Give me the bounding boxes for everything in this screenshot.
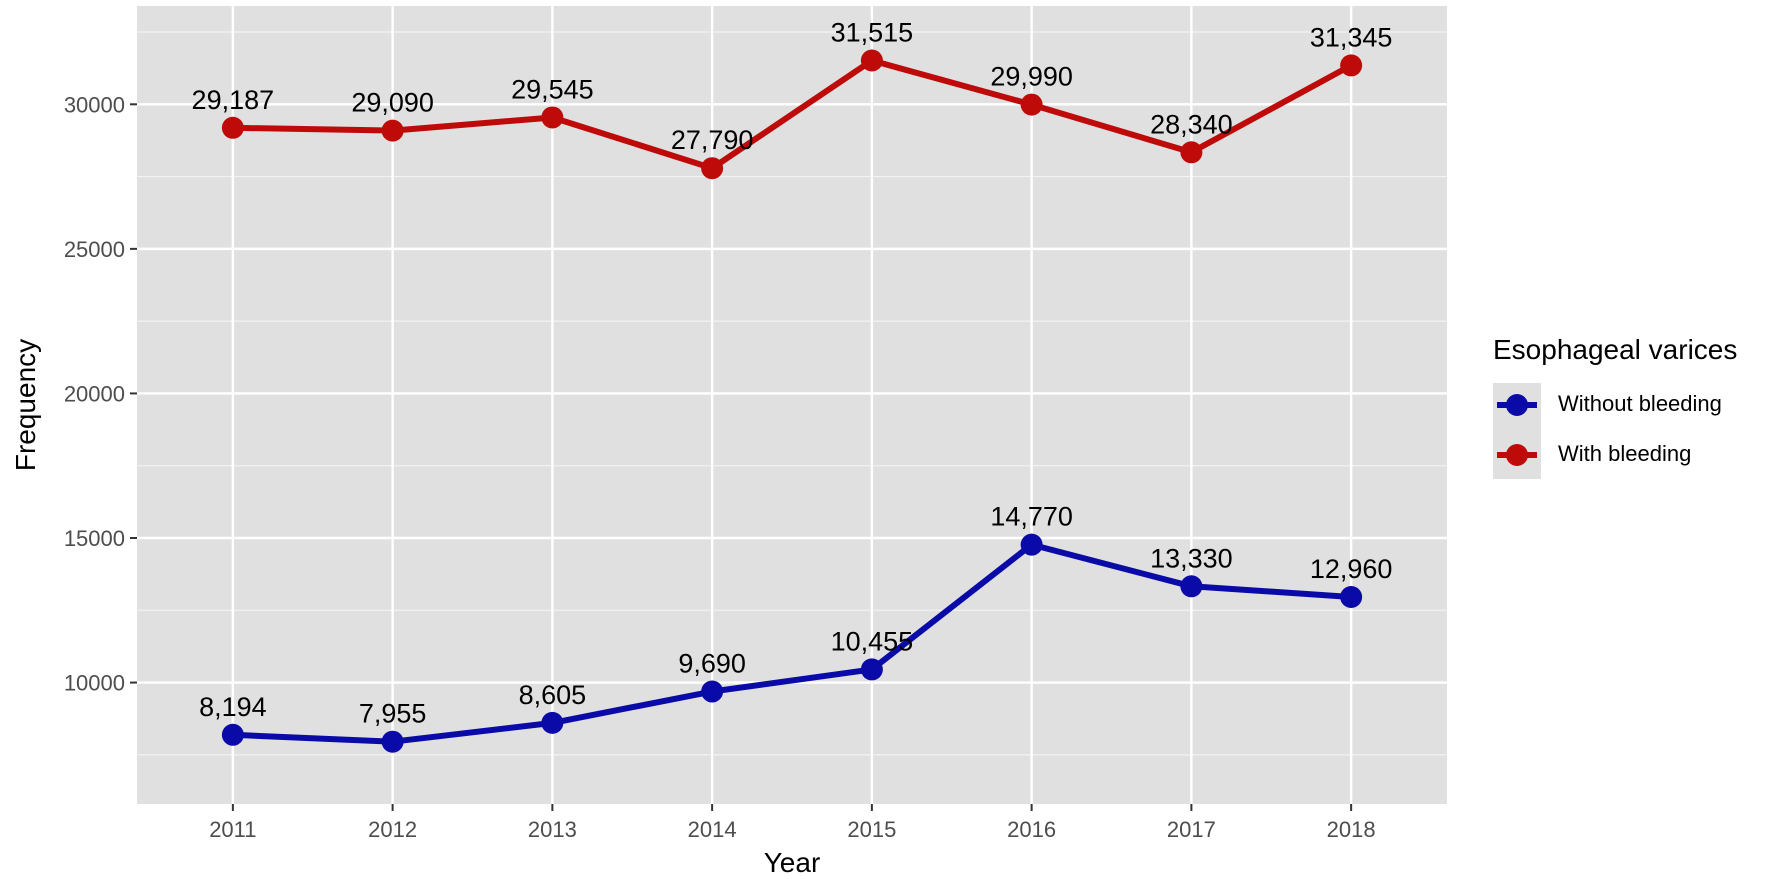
data-label-with-bleeding: 29,187	[192, 85, 275, 115]
y-tick-label: 10000	[64, 671, 125, 696]
data-label-without-bleeding: 13,330	[1150, 543, 1233, 573]
data-label-without-bleeding: 8,194	[199, 692, 267, 722]
data-label-without-bleeding: 12,960	[1310, 554, 1393, 584]
series-line-with-bleeding	[232, 57, 1353, 172]
data-label-without-bleeding: 9,690	[678, 649, 746, 679]
legend-label-with-bleeding: With bleeding	[1558, 441, 1691, 466]
data-point-with-bleeding	[221, 116, 244, 139]
legend-key-point-without-bleeding	[1506, 394, 1528, 416]
data-label-with-bleeding: 29,545	[511, 74, 594, 104]
legend: Esophageal varices Without bleeding With…	[1493, 334, 1737, 479]
data-label-without-bleeding: 7,955	[359, 699, 427, 729]
data-point-without-bleeding	[1340, 585, 1363, 608]
data-label-without-bleeding: 14,770	[990, 502, 1073, 532]
data-labels: 8,194 7,955 8,605 9,690 10,455 14,770 13,330 12…	[192, 18, 1393, 729]
data-label-with-bleeding: 27,790	[671, 125, 754, 155]
y-axis-title: Frequency	[10, 339, 41, 471]
data-label-with-bleeding: 29,990	[990, 62, 1073, 92]
x-axis: 2011 2012 2013 2014 2015 2016 2017 2018	[209, 804, 1376, 842]
data-point-without-bleeding	[1180, 575, 1203, 598]
data-label-with-bleeding: 28,340	[1150, 109, 1233, 139]
x-tick-label: 2011	[209, 817, 256, 842]
x-tick-label: 2016	[1007, 817, 1056, 842]
data-point-with-bleeding	[701, 157, 724, 180]
x-tick-label: 2015	[847, 817, 896, 842]
series-line-without-bleeding	[232, 541, 1352, 745]
plot-panel	[137, 6, 1447, 804]
data-point-with-bleeding	[1020, 93, 1043, 116]
data-point-with-bleeding	[860, 49, 883, 72]
data-point-without-bleeding	[1020, 533, 1043, 556]
x-tick-label: 2017	[1167, 817, 1216, 842]
data-point-with-bleeding	[1180, 141, 1203, 164]
data-label-with-bleeding: 31,515	[831, 18, 914, 48]
x-tick-label: 2014	[688, 817, 737, 842]
data-point-without-bleeding	[381, 730, 404, 753]
legend-keys	[1497, 394, 1537, 466]
y-tick-label: 25000	[64, 237, 125, 262]
y-axis: 10000 15000 20000 25000 30000	[64, 92, 137, 696]
data-point-with-bleeding	[541, 106, 564, 129]
y-tick-label: 20000	[64, 381, 125, 406]
series-layer	[221, 49, 1363, 753]
y-tick-label: 15000	[64, 526, 125, 551]
legend-key-point-with-bleeding	[1506, 444, 1528, 466]
x-tick-label: 2012	[368, 817, 417, 842]
legend-label-without-bleeding: Without bleeding	[1558, 391, 1722, 416]
minor-gridlines	[137, 31, 1447, 756]
x-axis-title: Year	[764, 847, 821, 878]
data-label-with-bleeding: 31,345	[1310, 22, 1393, 52]
data-label-with-bleeding: 29,090	[351, 88, 434, 118]
data-label-without-bleeding: 10,455	[831, 626, 914, 656]
x-tick-label: 2018	[1327, 817, 1376, 842]
data-point-without-bleeding	[860, 658, 883, 681]
x-tick-label: 2013	[528, 817, 577, 842]
y-tick-label: 30000	[64, 92, 125, 117]
data-point-with-bleeding	[1340, 54, 1363, 77]
data-point-without-bleeding	[541, 711, 564, 734]
major-gridlines	[137, 6, 1447, 804]
data-point-without-bleeding	[221, 723, 244, 746]
data-point-with-bleeding	[381, 119, 404, 142]
data-point-without-bleeding	[701, 680, 724, 703]
data-label-without-bleeding: 8,605	[519, 680, 587, 710]
legend-title: Esophageal varices	[1493, 334, 1737, 365]
